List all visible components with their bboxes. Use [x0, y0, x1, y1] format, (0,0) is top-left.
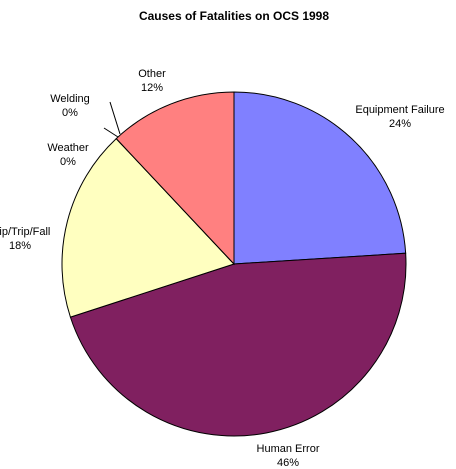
slice-label: Other 12%: [138, 68, 166, 94]
slice-label-value: 0%: [62, 107, 78, 119]
slice-label-name: Welding: [50, 93, 90, 105]
slice-label-value: 46%: [277, 457, 299, 469]
slice-label: Human Error 46%: [257, 443, 320, 469]
slice-label-name: Human Error: [257, 443, 320, 455]
pie-slice: [233, 91, 407, 265]
pie-slice: [61, 137, 235, 318]
slice-label: Slip/Trip/Fall 18%: [0, 226, 50, 252]
leader-line: [109, 101, 121, 135]
slice-label-value: 24%: [389, 118, 411, 130]
slice-label-name: Weather: [47, 142, 89, 154]
pie-slice: [115, 91, 235, 266]
leader-line: [103, 127, 119, 138]
slice-label-value: 0%: [60, 156, 76, 168]
slice-label-value: 18%: [9, 240, 31, 252]
slice-label-name: Other: [138, 68, 166, 80]
slice-label: Weather 0%: [47, 142, 89, 168]
slice-label-name: Equipment Failure: [355, 104, 444, 116]
slice-label: Welding 0%: [50, 93, 90, 119]
slice-label: Equipment Failure 24%: [355, 104, 444, 130]
chart-title: Causes of Fatalities on OCS 1998: [139, 9, 329, 23]
pie-slice: [69, 252, 407, 437]
slice-label-name: Slip/Trip/Fall: [0, 226, 50, 238]
slice-label-value: 12%: [141, 82, 163, 94]
